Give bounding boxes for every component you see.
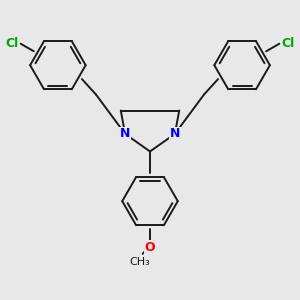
Text: O: O (145, 241, 155, 254)
Text: CH₃: CH₃ (129, 257, 150, 267)
Text: Cl: Cl (5, 37, 18, 50)
Text: N: N (170, 128, 180, 140)
Text: N: N (120, 128, 130, 140)
Text: Cl: Cl (282, 37, 295, 50)
